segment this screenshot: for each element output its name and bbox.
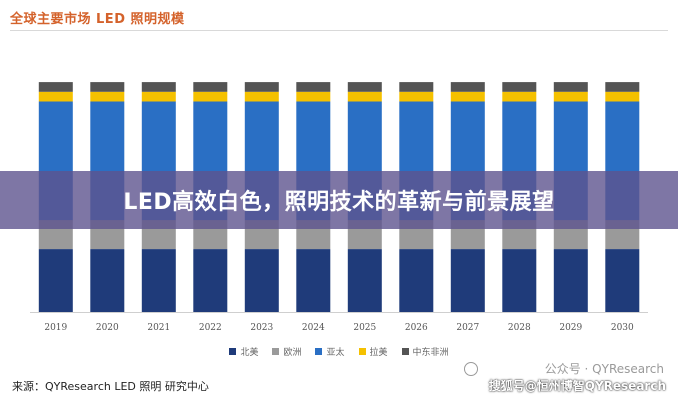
- bar-segment-2021-3: [141, 91, 176, 102]
- bar-segment-2028-3: [502, 91, 537, 102]
- bar-segment-2029-4: [553, 82, 588, 92]
- bar-segment-2022-0: [193, 249, 228, 312]
- x-tick-label: 2028: [508, 323, 531, 333]
- bar-segment-2028-4: [502, 82, 537, 92]
- bar-segment-2030-3: [605, 91, 640, 102]
- chart-title: 全球主要市场 LED 照明规模: [10, 12, 185, 27]
- sohu-watermark: 搜狐号@恒州博智QYResearch: [488, 379, 666, 393]
- bar-segment-2023-4: [244, 82, 279, 92]
- legend-label: 欧洲: [283, 348, 302, 358]
- bar-segment-2019-4: [38, 82, 73, 92]
- bar-segment-2022-4: [193, 82, 228, 92]
- legend-item: 北美: [229, 345, 258, 358]
- bar-segment-2024-4: [296, 82, 331, 92]
- legend-item: 拉美: [358, 345, 388, 358]
- title-divider: [10, 30, 668, 31]
- legend-label: 拉美: [369, 348, 388, 358]
- legend-swatch: [229, 348, 237, 355]
- x-tick-label: 2024: [302, 323, 325, 333]
- bar-segment-2019-3: [38, 91, 73, 102]
- bar-segment-2020-4: [90, 82, 125, 92]
- legend-item: 亚太: [315, 345, 345, 358]
- source-note: 来源：QYResearch LED 照明 研究中心: [12, 380, 209, 393]
- x-tick-label: 2020: [96, 323, 119, 333]
- legend-swatch: [272, 348, 280, 355]
- bar-segment-2027-0: [450, 249, 485, 312]
- legend-item: 欧洲: [272, 345, 301, 358]
- bar-segment-2030-4: [605, 82, 640, 92]
- bar-segment-2026-0: [399, 249, 434, 312]
- bar-segment-2025-3: [347, 91, 382, 102]
- bar-segment-2030-0: [605, 249, 640, 312]
- x-tick-label: 2030: [611, 323, 634, 333]
- banner-title: LED高效白色，照明技术的革新与前景展望: [123, 190, 555, 215]
- bar-segment-2029-0: [553, 249, 588, 312]
- bar-segment-2027-4: [450, 82, 485, 92]
- legend-swatch: [315, 348, 323, 355]
- legend-item: 中东非洲: [401, 345, 449, 358]
- bar-segment-2027-3: [450, 91, 485, 102]
- x-tick-label: 2019: [44, 323, 67, 333]
- bar-segment-2021-4: [141, 82, 176, 92]
- bar-segment-2021-0: [141, 249, 176, 312]
- legend-swatch: [358, 348, 366, 355]
- bar-segment-2023-0: [244, 249, 279, 312]
- x-tick-label: 2025: [353, 323, 376, 333]
- legend-label: 亚太: [326, 348, 345, 358]
- bar-segment-2020-0: [90, 249, 125, 312]
- wechat-watermark: 公众号 · QYResearch: [544, 362, 664, 376]
- legend-label: 北美: [240, 348, 259, 358]
- x-tick-label: 2022: [199, 323, 222, 333]
- bar-segment-2026-3: [399, 91, 434, 102]
- x-tick-label: 2021: [147, 323, 170, 333]
- x-tick-label: 2023: [250, 323, 273, 333]
- x-tick-label: 2027: [456, 323, 479, 333]
- bar-segment-2025-0: [347, 249, 382, 312]
- title-banner: LED高效白色，照明技术的革新与前景展望: [0, 171, 678, 229]
- bar-segment-2026-4: [399, 82, 434, 92]
- bar-segment-2028-0: [502, 249, 537, 312]
- bar-segment-2020-3: [90, 91, 125, 102]
- legend-label: 中东非洲: [412, 348, 449, 358]
- chart-legend: 北美 欧洲 亚太 拉美 中东非洲: [0, 345, 678, 358]
- bar-segment-2024-0: [296, 249, 331, 312]
- bar-segment-2024-3: [296, 91, 331, 102]
- bar-segment-2023-3: [244, 91, 279, 102]
- wechat-icon: [464, 362, 478, 376]
- bar-segment-2019-0: [38, 249, 73, 312]
- x-tick-label: 2026: [405, 323, 428, 333]
- bar-segment-2029-3: [553, 91, 588, 102]
- legend-swatch: [401, 348, 409, 355]
- bar-segment-2022-3: [193, 91, 228, 102]
- bar-segment-2025-4: [347, 82, 382, 92]
- x-tick-label: 2029: [559, 323, 582, 333]
